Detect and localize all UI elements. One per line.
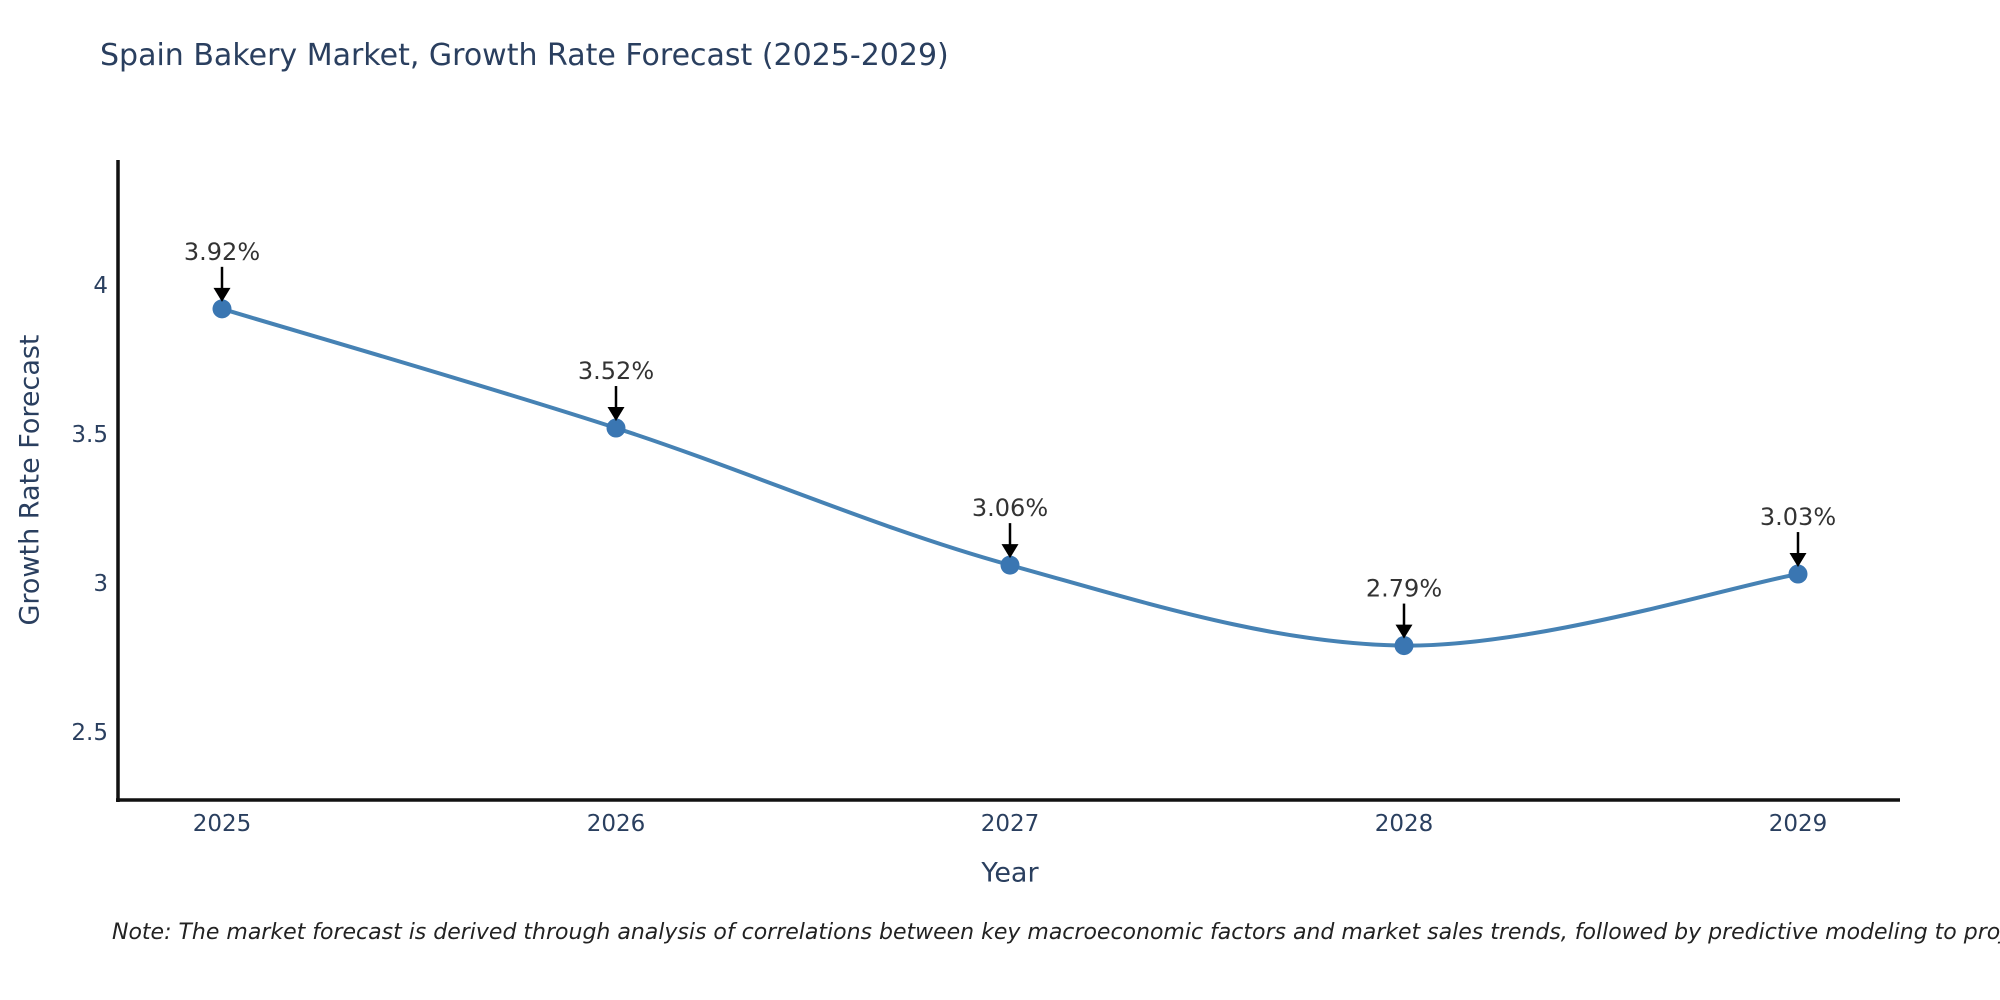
chart-title: Spain Bakery Market, Growth Rate Forecas…	[100, 38, 949, 73]
x-axis-title: Year	[981, 857, 1039, 889]
point-annotation: 2.79%	[1366, 575, 1442, 603]
x-tick-label: 2027	[981, 811, 1040, 837]
data-point-2028	[1394, 636, 1414, 656]
annotation-arrow-head	[1789, 553, 1807, 568]
x-tick-label: 2028	[1375, 811, 1434, 837]
chart-footnote: Note: The market forecast is derived thr…	[112, 920, 2000, 945]
y-tick-label: 3.5	[71, 422, 108, 448]
point-annotation: 3.06%	[972, 494, 1048, 522]
trend-line	[220, 306, 1800, 648]
point-annotation: 3.52%	[578, 357, 654, 385]
data-point-2027	[1000, 555, 1020, 575]
y-tick-label: 2.5	[71, 720, 108, 746]
data-point-2029	[1788, 564, 1808, 584]
x-tick-label: 2026	[587, 811, 646, 837]
data-point-2026	[606, 418, 626, 438]
annotation-arrow-head	[1001, 544, 1019, 559]
point-annotation: 3.92%	[184, 238, 260, 266]
data-point-2025	[212, 299, 232, 319]
x-tick-label: 2025	[193, 811, 252, 837]
annotation-arrow-head	[607, 407, 625, 422]
y-tick-label: 4	[93, 273, 108, 299]
annotation-arrow-head	[213, 287, 231, 302]
annotation-arrow-head	[1395, 624, 1413, 639]
y-tick-label: 3	[93, 571, 108, 597]
point-annotation: 3.03%	[1760, 503, 1836, 531]
x-tick-label: 2029	[1769, 811, 1828, 837]
